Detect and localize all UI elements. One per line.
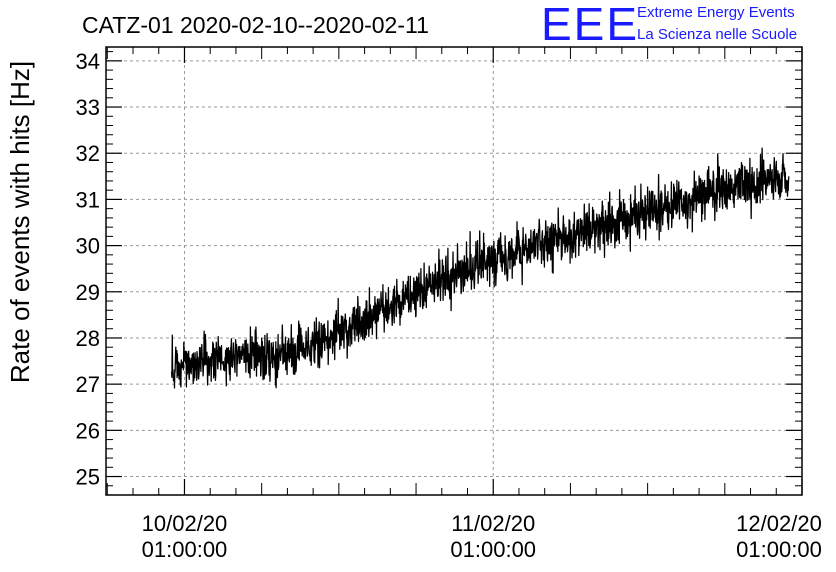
y-tick-label: 30: [76, 234, 100, 259]
series-line-0: [170, 147, 790, 389]
data-series: [170, 147, 790, 389]
x-tick-date: 11/02/20: [451, 511, 535, 536]
y-tick-label: 26: [76, 418, 100, 443]
plot-frame: [105, 46, 803, 496]
y-tick-label: 34: [76, 49, 100, 74]
logo-letters: EEE: [541, 0, 639, 50]
axes: 2526272829303132333410/02/2001:00:0011/0…: [76, 47, 822, 562]
x-tick-time: 01:00:00: [142, 537, 228, 562]
x-tick-date: 10/02/20: [142, 511, 228, 536]
y-tick-label: 32: [76, 141, 100, 166]
y-tick-label: 31: [76, 187, 100, 212]
y-tick-label: 29: [76, 280, 100, 305]
x-tick-time: 01:00:00: [736, 537, 822, 562]
chart-title: CATZ-01 2020-02-10--2020-02-11: [82, 12, 429, 38]
eee-logo: EEE Extreme Energy Events La Scienza nel…: [541, 0, 797, 50]
y-axis-label: Rate of events with hits [Hz]: [5, 61, 35, 383]
y-tick-label: 27: [76, 372, 100, 397]
x-tick-date: 12/02/20: [736, 511, 822, 536]
x-tick-time: 01:00:00: [450, 537, 536, 562]
y-tick-label: 33: [76, 95, 100, 120]
y-tick-label: 28: [76, 326, 100, 351]
logo-line-1: Extreme Energy Events: [637, 4, 795, 21]
y-tick-label: 25: [76, 465, 100, 490]
logo-line-2: La Scienza nelle Scuole: [637, 26, 797, 43]
